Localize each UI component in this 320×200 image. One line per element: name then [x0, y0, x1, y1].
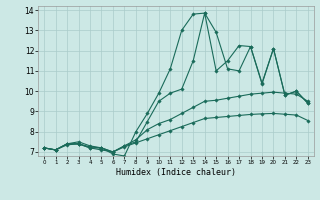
X-axis label: Humidex (Indice chaleur): Humidex (Indice chaleur) — [116, 168, 236, 177]
